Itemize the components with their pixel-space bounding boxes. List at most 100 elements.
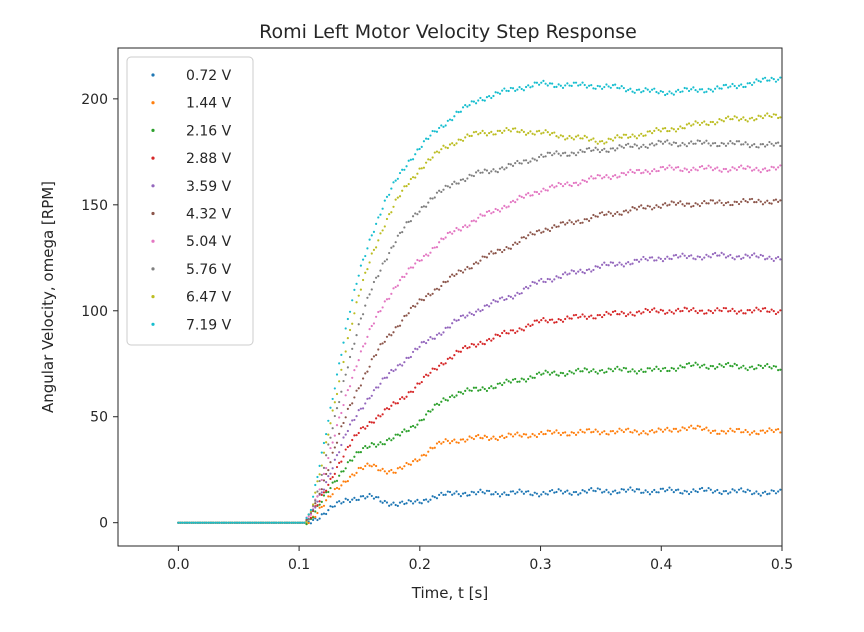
data-point [548, 318, 552, 321]
data-point [409, 306, 412, 309]
data-point [357, 451, 360, 454]
data-point [361, 446, 365, 450]
data-point [577, 134, 580, 137]
data-point [764, 258, 767, 261]
data-point [370, 465, 373, 468]
data-point [538, 495, 541, 498]
data-point [707, 309, 710, 312]
data-point [444, 398, 447, 401]
data-point [492, 210, 495, 214]
data-point [703, 120, 706, 123]
data-point [329, 406, 332, 409]
data-point [624, 133, 628, 136]
data-point [448, 326, 452, 329]
data-point [690, 490, 693, 494]
data-point [640, 145, 643, 148]
data-point [383, 470, 386, 473]
data-point [681, 127, 684, 130]
data-point [666, 130, 669, 133]
data-point [507, 380, 510, 383]
data-point [596, 84, 599, 88]
data-point [394, 368, 397, 371]
data-point [533, 233, 536, 236]
data-point [522, 492, 525, 495]
data-point [774, 142, 778, 145]
data-point [585, 491, 589, 494]
data-point [568, 184, 571, 187]
data-point [320, 505, 323, 509]
data-point [405, 165, 408, 168]
data-point [557, 225, 560, 228]
data-point [492, 133, 495, 136]
data-point [592, 87, 595, 90]
data-point [553, 85, 556, 89]
data-point [309, 522, 313, 525]
data-point [655, 430, 658, 433]
data-point [511, 490, 515, 493]
data-point [722, 365, 725, 369]
data-point [459, 138, 462, 141]
data-point [520, 292, 523, 295]
data-point [555, 275, 558, 278]
data-point [501, 434, 504, 437]
data-point [505, 493, 508, 496]
data-point [590, 314, 593, 317]
data-point [483, 132, 486, 135]
data-point [392, 401, 395, 404]
data-point [455, 110, 458, 113]
data-point [716, 366, 719, 369]
data-point [464, 224, 467, 227]
data-point [648, 256, 652, 259]
plot-area-frame [117, 47, 783, 547]
data-point [320, 478, 323, 482]
data-point [561, 372, 565, 375]
data-point [398, 397, 402, 401]
data-point [370, 358, 373, 361]
data-point [516, 330, 519, 333]
data-point [661, 203, 665, 206]
data-point [377, 310, 380, 314]
legend-label: 3.59 V [186, 179, 232, 195]
data-point [531, 494, 534, 497]
data-point [227, 521, 230, 524]
data-point [503, 168, 506, 171]
data-point [405, 272, 408, 275]
data-point [594, 146, 597, 149]
data-point [318, 479, 321, 483]
data-point [644, 307, 647, 311]
data-point [353, 455, 356, 458]
data-point [618, 313, 621, 316]
data-point [411, 215, 415, 218]
data-point [546, 277, 549, 281]
data-point [733, 115, 736, 118]
data-point [698, 425, 702, 428]
data-point [331, 493, 334, 496]
data-point [572, 81, 575, 84]
data-point [488, 209, 491, 213]
data-point [548, 82, 552, 85]
data-point [444, 493, 447, 496]
y-tick-label: 100 [81, 304, 108, 320]
data-point [687, 122, 691, 125]
data-point [737, 140, 741, 143]
data-point [690, 424, 693, 427]
data-point [403, 397, 406, 400]
data-point [407, 499, 410, 502]
data-point [574, 272, 578, 275]
data-point [677, 307, 680, 311]
data-point [531, 233, 534, 236]
data-point [411, 390, 415, 394]
data-point [427, 254, 430, 257]
data-point [277, 521, 280, 524]
data-point [396, 364, 399, 367]
data-point [403, 428, 406, 431]
data-point [498, 92, 502, 95]
data-point [720, 141, 723, 145]
data-point [488, 386, 491, 390]
data-point [474, 345, 478, 348]
data-point [529, 324, 532, 328]
data-point [605, 370, 608, 373]
data-point [633, 258, 636, 261]
data-point [396, 196, 399, 199]
data-point [535, 319, 539, 322]
